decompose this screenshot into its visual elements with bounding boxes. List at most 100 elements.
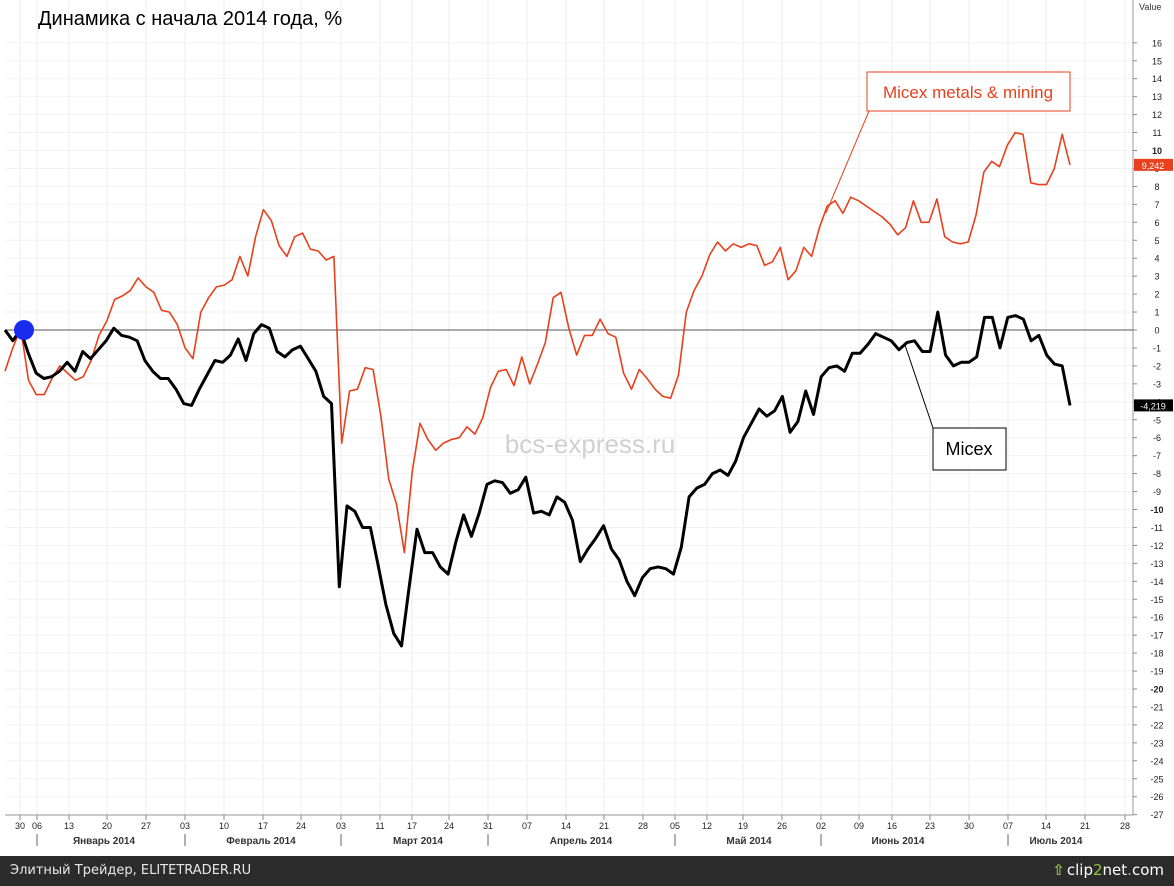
y-tick-label: -20: [1150, 685, 1163, 695]
watermark: bcs-express.ru: [505, 429, 676, 459]
micex-callout-text: Micex: [945, 439, 992, 459]
x-tick-label: 17: [407, 821, 417, 831]
metals-mining-line: [4, 131, 1071, 554]
y-tick-label: -6: [1153, 433, 1161, 443]
x-tick-label: 28: [638, 821, 648, 831]
y-tick-label: 10: [1152, 146, 1162, 156]
x-axis-ticks: 30 06 13 20 27 03 10 17 24 03 11 17 24 31 07 14 21 28 05 12…: [15, 815, 1130, 831]
last-value-label: 9,242: [1142, 161, 1165, 171]
logo-part: com: [1131, 861, 1164, 879]
footer-source-text: Элитный Трейдер, ELITETRADER.RU: [10, 863, 252, 878]
y-tick-label: 6: [1154, 218, 1159, 228]
x-tick-label: 13: [64, 821, 74, 831]
upload-arrow-icon: ⇧: [1052, 861, 1065, 879]
x-tick-label: 21: [1080, 821, 1090, 831]
y-tick-label: 3: [1154, 272, 1159, 282]
month-label: Февраль 2014: [226, 836, 296, 847]
y-tick-label: -14: [1150, 577, 1163, 587]
x-tick-label: 31: [483, 821, 493, 831]
x-tick-label: 09: [854, 821, 864, 831]
x-tick-label: 05: [670, 821, 680, 831]
y-tick-label: 13: [1152, 92, 1162, 102]
y-tick-label: -13: [1150, 559, 1163, 569]
x-tick-label: 20: [102, 821, 112, 831]
start-marker: [14, 320, 34, 340]
y-tick-label: 5: [1154, 236, 1159, 246]
x-tick-label: 24: [444, 821, 454, 831]
line-chart: 161514131211109876543210-1-2-3-4-5-6-7-8…: [3, 0, 1173, 847]
y-tick-label: -8: [1153, 469, 1161, 479]
x-tick-label: 21: [599, 821, 609, 831]
x-tick-label: 12: [702, 821, 712, 831]
month-label: Июль 2014: [1029, 836, 1082, 847]
y-tick-label: -16: [1150, 613, 1163, 623]
logo-part: net: [1102, 861, 1128, 879]
y-tick-label: 8: [1154, 182, 1159, 192]
chart-title: Динамика с начала 2014 года, %: [38, 8, 342, 30]
month-labels: Январь 2014 Февраль 2014 Март 2014 Апрель 2…: [36, 834, 1083, 847]
x-tick-label: 14: [561, 821, 571, 831]
logo-accent: 2: [1093, 861, 1103, 879]
y-tick-label: -19: [1150, 667, 1163, 677]
y-tick-label: -10: [1150, 505, 1163, 515]
y-tick-label: -22: [1150, 720, 1163, 730]
y-tick-label: 0: [1154, 326, 1159, 336]
y-tick-label: -23: [1150, 738, 1163, 748]
x-tick-label: 10: [219, 821, 229, 831]
y-tick-label: 4: [1154, 254, 1159, 264]
x-tick-label: 28: [1120, 821, 1130, 831]
micex-line: [3, 310, 1072, 648]
series-lines: 9,242 -4,219: [3, 131, 1173, 648]
x-tick-label: 14: [1041, 821, 1051, 831]
y-tick-label: -5: [1153, 415, 1161, 425]
x-tick-label: 30: [964, 821, 974, 831]
month-label: Июнь 2014: [872, 836, 925, 847]
x-tick-label: 02: [816, 821, 826, 831]
month-label: Апрель 2014: [550, 836, 613, 847]
footer-bar: Элитный Трейдер, ELITETRADER.RU ⇧ clip2ne…: [0, 856, 1174, 886]
y-tick-label: -3: [1153, 379, 1161, 389]
axes: [5, 0, 1134, 816]
month-label: Март 2014: [393, 836, 443, 847]
x-tick-label: 07: [522, 821, 532, 831]
y-tick-label: -21: [1150, 702, 1163, 712]
annotations: Micex metals & mining Micex: [825, 71, 1071, 471]
last-value-label: -4,219: [1140, 401, 1166, 411]
y-tick-label: -24: [1150, 756, 1163, 766]
x-tick-label: 06: [32, 821, 42, 831]
last-value-badge: [1134, 158, 1173, 171]
y-axis-ticks: 161514131211109876543210-1-2-3-4-5-6-7-8…: [1133, 38, 1164, 820]
x-tick-label: 16: [887, 821, 897, 831]
metals-mining-callout-box: [866, 71, 1071, 112]
month-label: Май 2014: [726, 836, 772, 847]
y-tick-label: -27: [1150, 810, 1163, 820]
y-tick-label: 15: [1152, 56, 1162, 66]
x-tick-label: 30: [15, 821, 25, 831]
logo-dot: .: [1127, 861, 1132, 879]
x-tick-label: 03: [180, 821, 190, 831]
x-tick-label: 11: [375, 821, 384, 831]
clip2net-logo[interactable]: ⇧ clip2net.com: [1052, 861, 1164, 879]
y-tick-label: 14: [1152, 74, 1162, 84]
y-tick-label: -7: [1153, 451, 1161, 461]
x-tick-label: 07: [1003, 821, 1013, 831]
y-tick-label: 7: [1154, 200, 1159, 210]
x-tick-label: 17: [258, 821, 268, 831]
y-tick-label: -26: [1150, 792, 1163, 802]
y-tick-label: 2: [1154, 290, 1159, 300]
y-tick-label: -9: [1153, 487, 1161, 497]
x-tick-label: 19: [738, 821, 748, 831]
y-tick-label: 1: [1154, 308, 1159, 318]
x-tick-label: 23: [925, 821, 935, 831]
logo-part: clip: [1066, 861, 1093, 879]
last-value-badge: [1134, 399, 1173, 412]
y-axis-label: Value: [1139, 2, 1161, 12]
x-tick-label: 03: [336, 821, 346, 831]
y-tick-label: 16: [1152, 38, 1162, 48]
y-tick-label: -25: [1150, 774, 1163, 784]
micex-callout-box: [932, 427, 1007, 471]
y-tick-label: -17: [1150, 631, 1163, 641]
y-tick-label: -18: [1150, 649, 1163, 659]
y-tick-label: -11: [1151, 523, 1163, 533]
y-tick-label: -2: [1153, 361, 1161, 371]
